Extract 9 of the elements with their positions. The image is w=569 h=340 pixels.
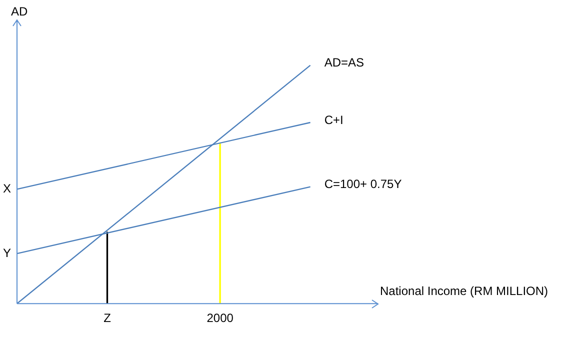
y-axis-title: AD bbox=[11, 4, 28, 18]
text: X bbox=[2, 182, 11, 196]
series-label: AD=AS bbox=[324, 56, 364, 70]
x-tick-label: Z bbox=[104, 311, 111, 326]
series-label: C+I bbox=[324, 112, 344, 127]
series-label: C=100+ 0.75Y bbox=[324, 177, 402, 192]
x-axis-title: National Income (RM MILLION) bbox=[380, 284, 548, 298]
text: Y bbox=[2, 246, 11, 260]
x-tick-label: 2000 bbox=[206, 311, 234, 326]
